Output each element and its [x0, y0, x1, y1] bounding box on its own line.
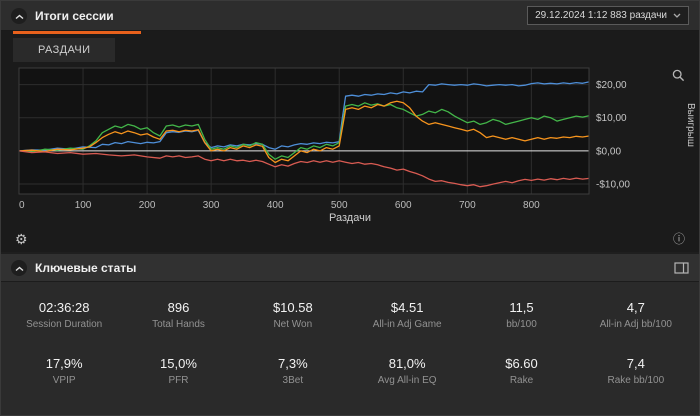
stat-value: 17,9% [45, 356, 83, 371]
active-tab-accent [13, 31, 141, 34]
stat-value: 02:36:28 [38, 300, 90, 315]
stat-label: Session Duration [26, 319, 103, 330]
session-date-label: 29.12.2024 1:12 883 раздачи [535, 10, 667, 21]
key-stats-section: Ключевые статы 02:36:28 Session Duration… [1, 254, 699, 415]
layout-panel-icon[interactable] [674, 261, 689, 274]
session-winnings-chart[interactable]: 0 100 200 300 400 500 600 700 800 $20,00 $10,00 $0,… [17, 66, 661, 212]
stat-value: 11,5 [509, 300, 534, 315]
stat-label: All-in Adj bb/100 [599, 319, 672, 330]
stat-label: Rake bb/100 [607, 375, 665, 386]
svg-text:100: 100 [75, 200, 92, 211]
collapse-session-button[interactable] [11, 7, 27, 25]
stat-label: Avg All-in EQ [377, 375, 437, 386]
chevron-up-icon [15, 259, 24, 277]
page-title: Итоги сессии [35, 8, 114, 23]
svg-text:700: 700 [459, 200, 476, 211]
chart-wrap: 0 100 200 300 400 500 600 700 800 $20,00 $10,00 $0,… [1, 62, 699, 212]
stat-value: 81,0% [388, 356, 426, 371]
stat-value: 7,3% [278, 356, 308, 371]
stat-label: PFR [168, 375, 189, 386]
y-axis-title: Выигрыш [685, 103, 696, 147]
stat-total-hands: 896 Total Hands [121, 300, 235, 330]
key-stats-header-bar: Ключевые статы [1, 254, 699, 282]
stat-label: VPIP [52, 375, 76, 386]
stat-label: bb/100 [506, 319, 537, 330]
stat-value: 15,0% [160, 356, 197, 371]
chevron-up-icon [15, 7, 24, 25]
key-stats-title: Ключевые статы [35, 260, 137, 275]
x-axis-title: Раздачи [329, 212, 371, 224]
svg-text:600: 600 [395, 200, 412, 211]
magnifier-icon[interactable] [672, 69, 685, 87]
stat-rake: $6.60 Rake [464, 356, 578, 386]
session-header-bar: Итоги сессии 29.12.2024 1:12 883 раздачи [1, 1, 699, 31]
stat-avg-allin-eq: 81,0% Avg All-in EQ [350, 356, 464, 386]
chart-footer: ⚙ ⓘ [1, 228, 699, 250]
stat-value: $4.51 [390, 300, 424, 315]
stat-value: 7,4 [626, 356, 645, 371]
chevron-down-icon [673, 10, 681, 21]
stat-vpip: 17,9% VPIP [7, 356, 121, 386]
stat-allin-adj-game: $4.51 All-in Adj Game [350, 300, 464, 330]
stat-value: 896 [167, 300, 190, 315]
stat-3bet: 7,3% 3Bet [236, 356, 350, 386]
svg-text:0: 0 [19, 200, 25, 211]
stat-session-duration: 02:36:28 Session Duration [7, 300, 121, 330]
stat-label: Net Won [273, 319, 313, 330]
svg-text:200: 200 [139, 200, 156, 211]
stat-label: Rake [509, 375, 534, 386]
stat-label: All-in Adj Game [372, 319, 442, 330]
stat-value: $6.60 [505, 356, 538, 371]
gear-icon[interactable]: ⚙ [15, 231, 28, 247]
svg-text:800: 800 [523, 200, 540, 211]
svg-text:$10,00: $10,00 [596, 113, 627, 124]
svg-text:500: 500 [331, 200, 348, 211]
stat-allin-adj-bb100: 4,7 All-in Adj bb/100 [579, 300, 693, 330]
svg-text:400: 400 [267, 200, 284, 211]
svg-text:-$10,00: -$10,00 [596, 180, 630, 191]
svg-text:$20,00: $20,00 [596, 80, 627, 91]
stat-net-won: $10.58 Net Won [236, 300, 350, 330]
stat-value: $10.58 [272, 300, 313, 315]
stat-rake-bb100: 7,4 Rake bb/100 [579, 356, 693, 386]
svg-text:$0,00: $0,00 [596, 146, 621, 157]
tabs-row: РАЗДАЧИ [1, 34, 699, 62]
tab-hands[interactable]: РАЗДАЧИ [13, 38, 116, 62]
collapse-stats-button[interactable] [11, 259, 27, 277]
key-stats-grid: 02:36:28 Session Duration 896 Total Hand… [1, 282, 699, 415]
stat-label: Total Hands [152, 319, 205, 330]
stat-value: 4,7 [626, 300, 645, 315]
stat-bb100: 11,5 bb/100 [464, 300, 578, 330]
session-date-dropdown[interactable]: 29.12.2024 1:12 883 раздачи [527, 6, 689, 25]
stat-label: 3Bet [282, 375, 304, 386]
svg-text:300: 300 [203, 200, 220, 211]
graph-section: РАЗДАЧИ 0 100 200 300 400 500 600 700 800 $20,00 $… [1, 31, 699, 252]
stat-pfr: 15,0% PFR [121, 356, 235, 386]
info-icon[interactable]: ⓘ [672, 232, 685, 246]
